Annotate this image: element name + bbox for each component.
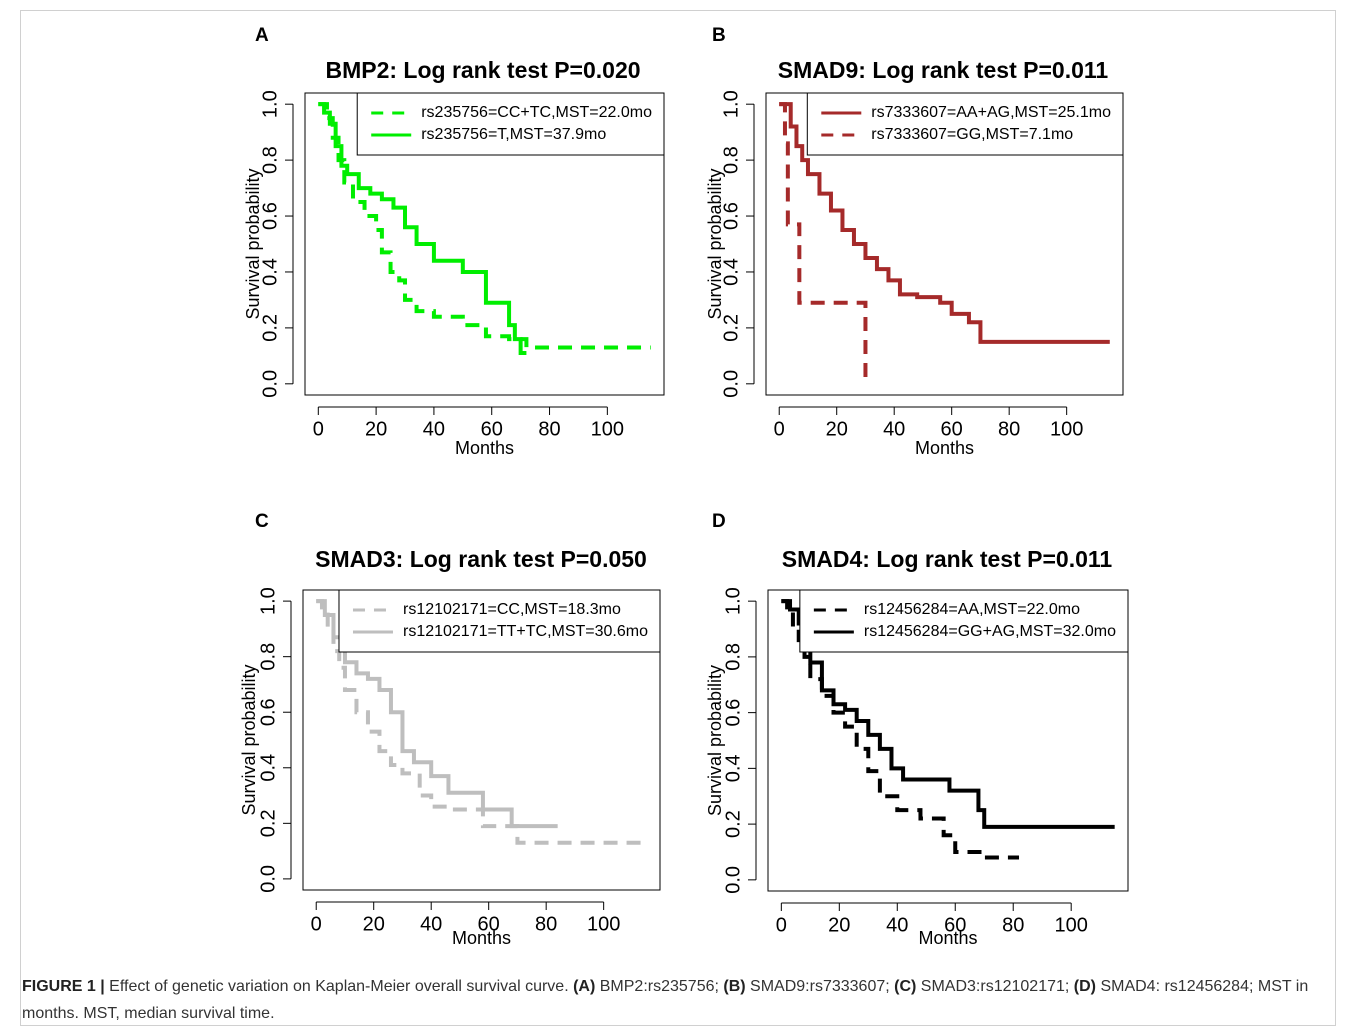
legend: rs12102171=CC,MST=18.3mo rs12102171=TT+TC… <box>338 589 661 653</box>
legend-box <box>338 589 661 653</box>
legend: rs235756=CC+TC,MST=22.0mo rs235756=T,MST=… <box>356 92 665 156</box>
panel-letter: C <box>255 511 269 532</box>
legend-label: rs12102171=TT+TC,MST=30.6mo <box>403 623 648 640</box>
y-tick-label: 0.4 <box>722 754 744 782</box>
x-tick-label: 60 <box>478 913 500 935</box>
survival-curve <box>781 599 1020 860</box>
caption-label: FIGURE 1 | <box>22 978 105 995</box>
caption-text: SMAD9:rs7333607; <box>745 978 895 995</box>
x-tick-label: 60 <box>481 418 503 440</box>
panel-letter: A <box>255 25 269 46</box>
legend-box <box>806 92 1124 156</box>
y-tick-label: 0.0 <box>722 866 744 894</box>
y-tick-label: 0.6 <box>720 202 742 230</box>
x-tick-label: 40 <box>883 418 905 440</box>
x-tick-label: 100 <box>1055 914 1088 936</box>
legend: rs7333607=AA+AG,MST=25.1mo rs7333607=GG,M… <box>806 92 1124 156</box>
chart-title: SMAD9: Log rank test P=0.011 <box>778 57 1109 83</box>
y-tick-label: 0.8 <box>722 643 744 671</box>
x-tick-label: 0 <box>774 418 785 440</box>
x-tick-label: 80 <box>1002 914 1024 936</box>
y-tick-label: 0.8 <box>257 643 279 671</box>
y-axis-label: Survival probability <box>705 665 725 816</box>
panel-letter: D <box>712 511 726 532</box>
legend: rs12456284=AA,MST=22.0mo rs12456284=GG+AG… <box>799 589 1129 653</box>
x-tick-label: 40 <box>420 913 442 935</box>
legend-label: rs235756=T,MST=37.9mo <box>421 126 606 143</box>
x-axis-label: Months <box>455 438 514 458</box>
y-tick-label: 0.6 <box>722 699 744 727</box>
chart-title: SMAD3: Log rank test P=0.050 <box>315 546 647 572</box>
legend-box <box>799 589 1129 653</box>
y-tick-label: 0.6 <box>257 698 279 726</box>
x-tick-label: 100 <box>587 913 620 935</box>
x-tick-label: 80 <box>535 913 557 935</box>
panel-letter: B <box>712 25 726 46</box>
survival-curve <box>779 102 1110 344</box>
survival-curve <box>318 102 651 350</box>
x-axis-label: Months <box>452 928 511 948</box>
x-axis-label: Months <box>915 438 974 458</box>
y-tick-label: 0.4 <box>257 754 279 782</box>
caption-ref: (D) <box>1073 978 1096 995</box>
caption-text: SMAD3:rs12102171; <box>916 978 1074 995</box>
y-tick-label: 1.0 <box>259 90 281 118</box>
y-axis-label: Survival probability <box>705 168 725 319</box>
legend-label: rs7333607=GG,MST=7.1mo <box>871 126 1073 143</box>
y-tick-label: 0.2 <box>720 314 742 342</box>
y-tick-label: 1.0 <box>257 587 279 615</box>
survival-curve <box>318 102 527 356</box>
survival-curve <box>779 102 868 384</box>
x-tick-label: 60 <box>941 418 963 440</box>
y-tick-label: 0.2 <box>259 314 281 342</box>
y-tick-label: 0.4 <box>259 258 281 286</box>
chart-title: SMAD4: Log rank test P=0.011 <box>782 546 1113 572</box>
caption: FIGURE 1 | Effect of genetic variation o… <box>22 973 1322 1027</box>
y-tick-label: 0.8 <box>259 146 281 174</box>
legend-label: rs12456284=AA,MST=22.0mo <box>864 601 1080 618</box>
x-tick-label: 0 <box>776 914 787 936</box>
y-axis-label: Survival probability <box>239 664 259 815</box>
legend-label: rs12456284=GG+AG,MST=32.0mo <box>864 623 1116 640</box>
caption-ref: (A) <box>573 978 596 995</box>
caption-ref: (B) <box>723 978 746 995</box>
y-tick-label: 1.0 <box>720 90 742 118</box>
x-tick-label: 20 <box>363 913 385 935</box>
x-tick-label: 40 <box>423 418 445 440</box>
caption-text: SMAD4: rs12456284; MST in months. MST, m… <box>22 978 1309 1022</box>
x-tick-label: 20 <box>826 418 848 440</box>
legend-label: rs12102171=CC,MST=18.3mo <box>403 601 621 618</box>
y-tick-label: 0.0 <box>257 865 279 893</box>
x-tick-label: 60 <box>944 914 966 936</box>
legend-label: rs7333607=AA+AG,MST=25.1mo <box>871 104 1111 121</box>
x-tick-label: 80 <box>538 418 560 440</box>
legend-box <box>356 92 665 156</box>
y-tick-label: 0.0 <box>720 370 742 398</box>
y-tick-label: 1.0 <box>722 587 744 615</box>
y-tick-label: 0.8 <box>720 146 742 174</box>
y-tick-label: 0.0 <box>259 370 281 398</box>
y-tick-label: 0.2 <box>257 809 279 837</box>
caption-ref: (C) <box>894 978 917 995</box>
caption-text: BMP2:rs235756; <box>595 978 724 995</box>
x-tick-label: 20 <box>365 418 387 440</box>
x-tick-label: 20 <box>828 914 850 936</box>
y-tick-label: 0.2 <box>722 810 744 838</box>
x-tick-label: 0 <box>311 913 322 935</box>
x-axis-label: Months <box>918 928 977 948</box>
caption-text: Effect of genetic variation on Kaplan-Me… <box>104 978 574 995</box>
y-tick-label: 0.4 <box>720 258 742 286</box>
x-tick-label: 80 <box>998 418 1020 440</box>
x-tick-label: 100 <box>1050 418 1083 440</box>
figure: A BMP2: Log rank test P=0.020 0 20 40 60 80 100… <box>239 25 1129 948</box>
x-tick-label: 40 <box>886 914 908 936</box>
figure-frame <box>20 10 1336 1026</box>
y-axis-label: Survival probability <box>243 168 263 319</box>
legend-label: rs235756=CC+TC,MST=22.0mo <box>421 104 652 121</box>
x-tick-label: 0 <box>313 418 324 440</box>
chart-title: BMP2: Log rank test P=0.020 <box>325 57 640 83</box>
x-tick-label: 100 <box>591 418 624 440</box>
y-tick-label: 0.6 <box>259 202 281 230</box>
